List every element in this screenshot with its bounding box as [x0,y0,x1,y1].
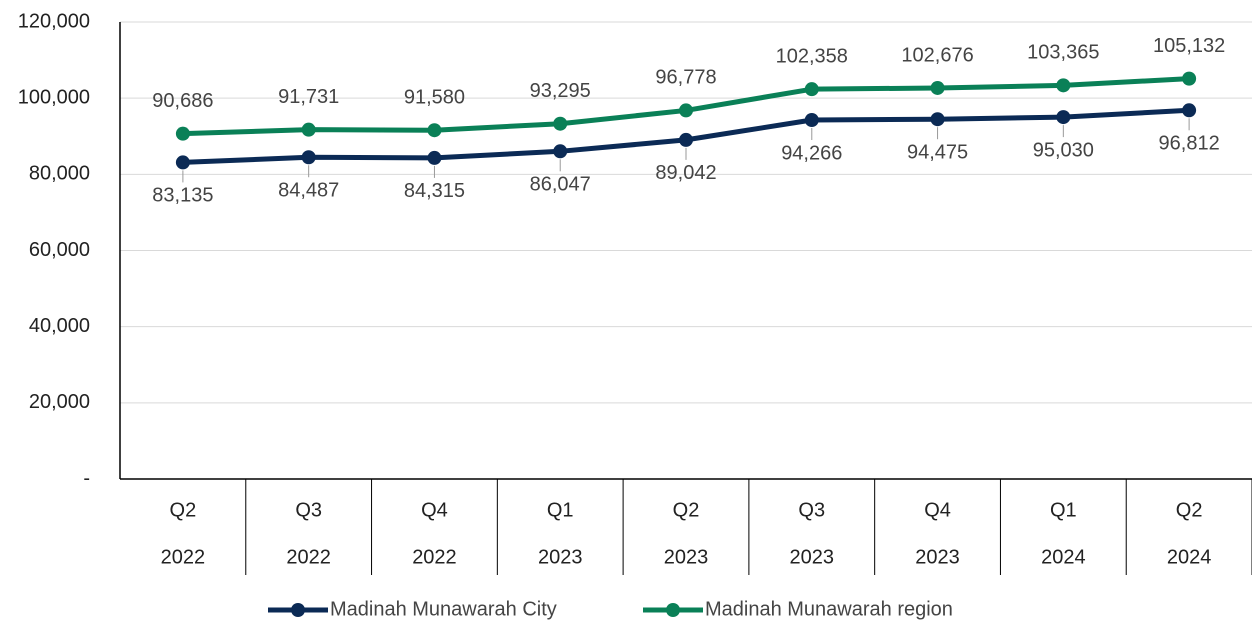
data-label: 94,266 [781,142,842,164]
data-label: 83,135 [152,185,213,207]
x-tick-label: 2023 [790,546,835,568]
x-tick-label: 2022 [412,546,457,568]
x-tick-label: Q3 [295,499,322,521]
y-tick-label: 100,000 [18,86,90,108]
x-tick-label: Q1 [1050,499,1077,521]
data-point [301,122,316,137]
x-tick-label: Q3 [798,499,825,521]
data-point [930,112,945,127]
legend-marker [291,603,305,617]
data-point [679,103,693,118]
data-point [1182,103,1197,118]
legend-label: Madinah Munawarah region [705,598,953,620]
data-point [1182,71,1197,86]
x-tick-label: 2023 [915,546,960,568]
data-point [301,150,316,165]
x-tick-label: Q4 [924,499,951,521]
y-tick-label: 60,000 [29,239,90,261]
data-label: 102,676 [901,44,973,66]
data-point [1056,78,1071,93]
data-label: 102,358 [776,45,848,67]
data-point [1056,110,1071,125]
x-tick-label: Q2 [1176,499,1203,521]
legend-label: Madinah Munawarah City [330,598,557,620]
y-tick-label: - [83,467,90,489]
x-tick-label: 2024 [1167,546,1212,568]
data-point [804,82,819,97]
data-point [175,126,190,141]
data-point [427,123,442,138]
data-point [427,150,442,165]
data-label: 84,487 [278,180,339,202]
data-label: 90,686 [152,90,213,112]
data-point [679,132,693,147]
data-label: 91,580 [404,87,465,109]
data-label: 84,315 [404,180,465,202]
data-point [553,116,568,131]
data-point [804,113,819,128]
data-label: 105,132 [1153,35,1225,57]
x-tick-label: 2023 [664,546,709,568]
x-tick-label: 2022 [161,546,206,568]
x-tick-label: 2022 [286,546,331,568]
data-label: 103,365 [1027,42,1099,64]
legend-marker [666,603,680,617]
x-tick-label: Q2 [170,499,197,521]
y-tick-label: 120,000 [18,10,90,32]
x-tick-label: Q4 [421,499,448,521]
data-label: 95,030 [1033,139,1094,161]
data-label: 91,731 [278,86,339,108]
data-label: 93,295 [530,80,591,102]
y-tick-label: 80,000 [29,163,90,185]
data-label: 94,475 [907,141,968,163]
data-label: 89,042 [655,162,716,184]
x-tick-label: 2024 [1041,546,1086,568]
y-tick-label: 40,000 [29,315,90,337]
data-point [553,144,568,159]
data-point [930,80,945,95]
x-tick-label: Q2 [673,499,700,521]
data-label: 96,778 [655,67,716,89]
y-tick-label: 20,000 [29,391,90,413]
x-tick-label: 2023 [538,546,583,568]
x-tick-label: Q1 [547,499,574,521]
data-label: 96,812 [1159,133,1220,155]
data-point [175,155,190,170]
data-label: 86,047 [530,174,591,196]
